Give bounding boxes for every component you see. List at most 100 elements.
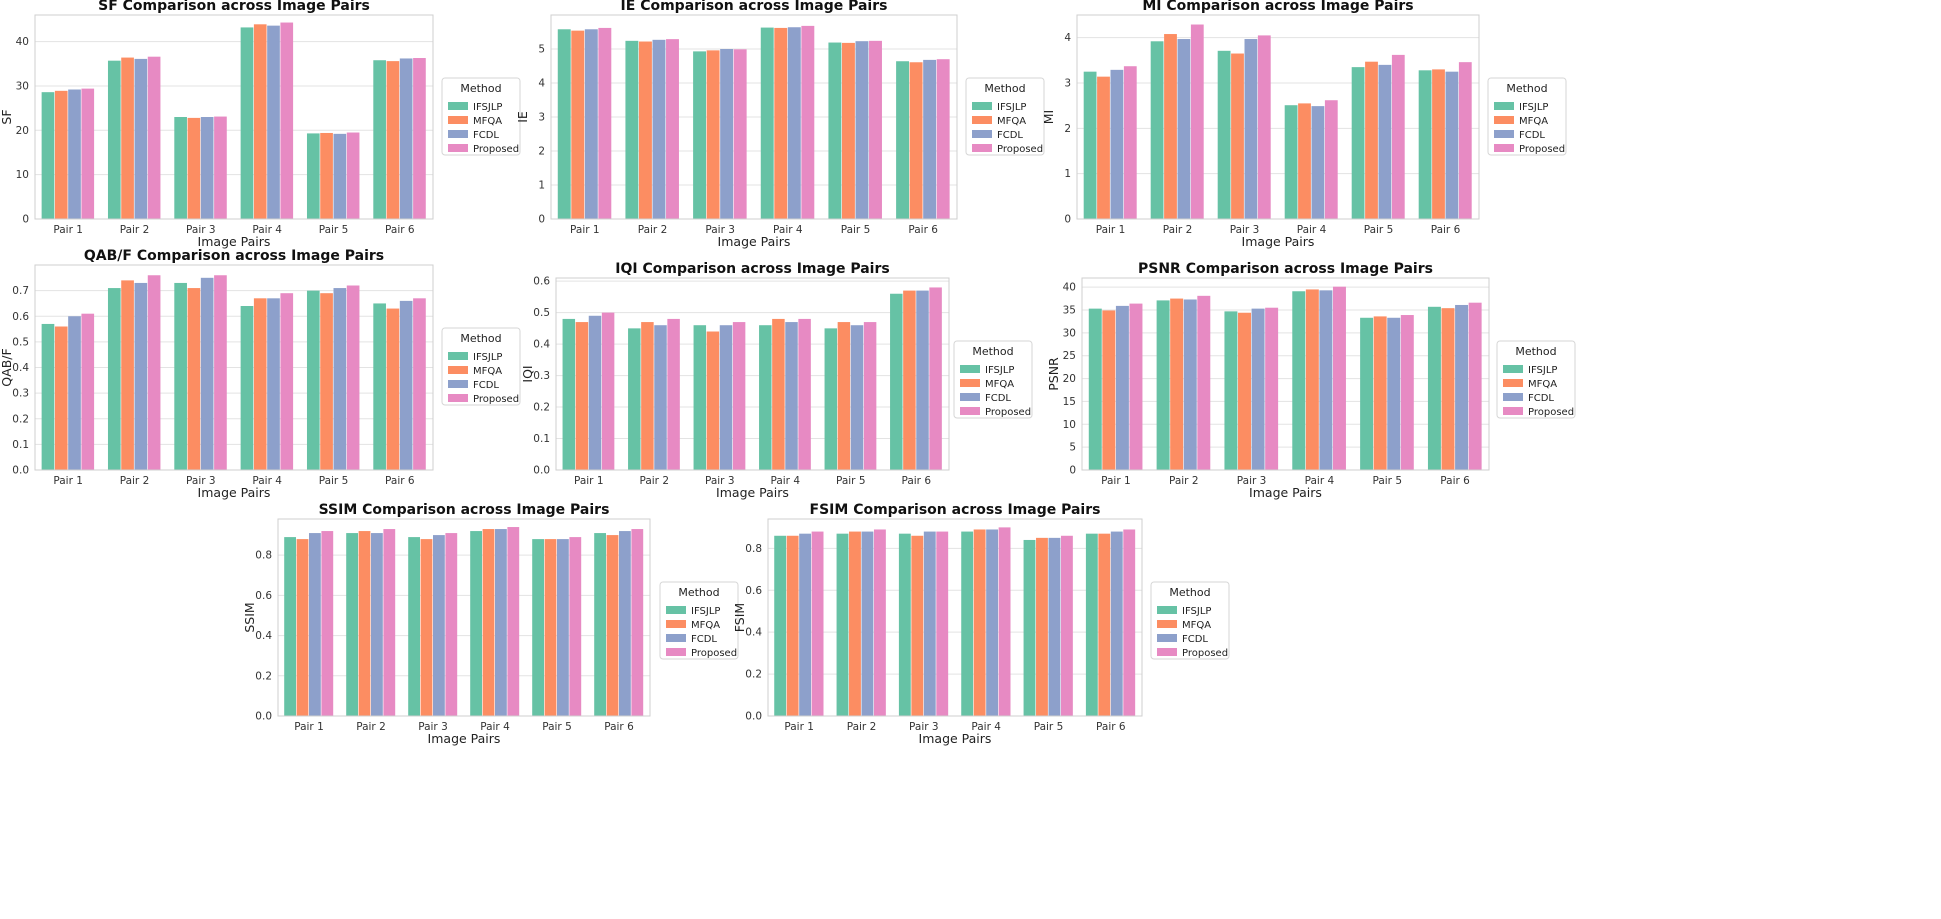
x-tick-label: Pair 3	[186, 224, 216, 236]
bar-proposed-1	[601, 312, 615, 470]
x-tick-label: Pair 5	[542, 721, 572, 733]
legend-entry-ifsjlp: IFSJLP	[473, 352, 502, 363]
bar-proposed-5	[1060, 535, 1073, 716]
legend-entry-mfqa: MFQA	[985, 379, 1014, 390]
bar-ifsjlp-5	[828, 42, 842, 219]
y-tick-label: 0	[1069, 465, 1076, 477]
y-axis-label: MI	[1041, 110, 1056, 124]
y-axis-label: QAB/F	[0, 348, 14, 386]
chart-title: SF Comparison across Image Pairs	[98, 0, 370, 14]
bar-proposed-3	[733, 49, 747, 220]
bar-fcdl-1	[1115, 305, 1129, 470]
y-tick-label: 0.1	[533, 433, 550, 445]
bar-ifsjlp-4	[1284, 105, 1298, 219]
bar-ifsjlp-1	[41, 323, 55, 470]
bar-ifsjlp-5	[824, 328, 838, 470]
legend-swatch-proposed	[972, 144, 992, 152]
legend-entry-proposed: Proposed	[473, 144, 519, 155]
y-tick-label: 2	[538, 146, 545, 158]
bar-proposed-2	[666, 39, 679, 219]
legend-swatch-fcdl	[1503, 393, 1523, 401]
legend-swatch-mfqa	[666, 620, 686, 628]
bar-proposed-3	[214, 275, 227, 470]
legend-entry-fcdl: FCDL	[473, 380, 499, 391]
x-tick-label: Pair 6	[385, 224, 415, 236]
bar-fcdl-1	[1110, 69, 1124, 219]
bar-proposed-4	[1332, 286, 1346, 470]
bar-mfqa-6	[606, 535, 619, 716]
y-tick-label: 10	[1063, 419, 1076, 431]
bar-ifsjlp-3	[693, 325, 707, 470]
x-tick-label: Pair 5	[836, 475, 866, 487]
bar-proposed-6	[413, 298, 426, 470]
bar-proposed-2	[383, 529, 396, 716]
y-tick-label: 0.2	[12, 413, 29, 425]
bar-mfqa-3	[1231, 53, 1244, 219]
bar-fcdl-1	[68, 316, 81, 470]
chart-7: 0.0 0.2 0.4 0.6 0.8 Pair 1 Pair 2 Pair 3 Pair 4 P…	[242, 502, 739, 746]
chart-title: SSIM Comparison across Image Pairs	[319, 502, 610, 518]
bar-fcdl-4	[986, 529, 999, 716]
bar-fcdl-2	[134, 58, 148, 220]
chart-3: 0 1 2 3 4 Pair 1 Pair 2 Pair 3 Pair 4 Pair 5 Pair …	[1041, 0, 1567, 249]
bar-mfqa-2	[1170, 298, 1184, 470]
bar-fcdl-1	[584, 29, 598, 220]
y-tick-label: 0.6	[255, 590, 272, 602]
bar-fcdl-5	[855, 41, 869, 220]
bar-ifsjlp-3	[174, 117, 187, 219]
x-tick-label: Pair 5	[1034, 721, 1064, 733]
legend-swatch-proposed	[1494, 144, 1514, 152]
bar-fcdl-4	[787, 27, 801, 219]
bar-ifsjlp-3	[898, 533, 911, 716]
y-tick-label: 0.7	[12, 285, 29, 297]
bar-fcdl-6	[923, 59, 937, 219]
legend-swatch-ifsjlp	[448, 102, 468, 110]
x-tick-label: Pair 3	[705, 475, 735, 487]
x-tick-label: Pair 4	[252, 224, 282, 236]
bar-proposed-4	[280, 293, 294, 470]
plot-frame	[1081, 277, 1490, 471]
legend-entry-mfqa: MFQA	[1182, 620, 1211, 631]
legend-entry-ifsjlp: IFSJLP	[691, 606, 720, 617]
bar-fcdl-3	[719, 325, 733, 470]
y-tick-label: 0.6	[745, 585, 762, 597]
bar-ifsjlp-1	[562, 318, 576, 470]
bar-proposed-1	[1123, 66, 1137, 219]
bar-fcdl-2	[861, 531, 874, 716]
chart-title: MI Comparison across Image Pairs	[1142, 0, 1413, 14]
bar-fcdl-5	[557, 539, 569, 716]
bar-ifsjlp-1	[41, 92, 55, 219]
plot-area	[35, 15, 433, 219]
legend: Method IFSJLP MFQA FCDL Proposed	[659, 581, 739, 660]
y-axis-label: IQI	[520, 365, 535, 382]
bar-ifsjlp-2	[346, 533, 358, 716]
legend-swatch-proposed	[960, 407, 980, 415]
legend: Method IFSJLP MFQA FCDL Proposed	[1150, 581, 1230, 660]
bar-mfqa-3	[1238, 312, 1251, 470]
bar-fcdl-2	[371, 533, 383, 716]
bar-fcdl-1	[588, 315, 602, 470]
bar-fcdl-5	[1387, 317, 1401, 470]
y-tick-label: 0.4	[745, 627, 762, 639]
bar-ifsjlp-6	[373, 303, 386, 470]
bar-fcdl-4	[495, 529, 507, 716]
x-tick-label: Pair 3	[1237, 475, 1267, 487]
bar-ifsjlp-4	[240, 27, 254, 220]
legend-title: Method	[984, 82, 1025, 95]
legend: Method IFSJLP MFQA FCDL Proposed	[441, 77, 521, 156]
legend: Method IFSJLP MFQA FCDL Proposed	[1496, 340, 1576, 419]
legend-entry-mfqa: MFQA	[997, 116, 1026, 127]
bar-mfqa-3	[911, 535, 924, 716]
x-tick-label: Pair 5	[1372, 475, 1402, 487]
bar-proposed-3	[445, 533, 458, 716]
bar-fcdl-3	[200, 117, 214, 219]
y-tick-label: 25	[1063, 350, 1076, 362]
x-tick-label: Pair 4	[480, 721, 510, 733]
plot-area	[556, 278, 949, 470]
x-axis-label: Image Pairs	[198, 485, 271, 500]
y-tick-label: 35	[1063, 305, 1076, 317]
legend-entry-mfqa: MFQA	[1519, 116, 1548, 127]
plot-area	[278, 519, 650, 716]
bar-proposed-2	[147, 275, 161, 470]
legend-swatch-mfqa	[1494, 116, 1514, 124]
